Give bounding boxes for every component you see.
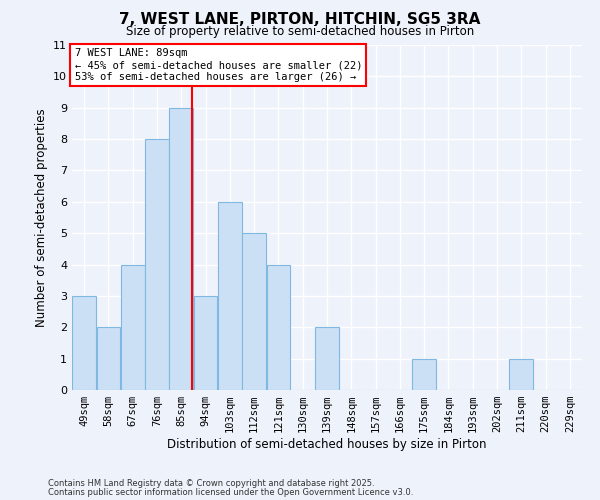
Bar (169, 108, 193, 390)
Bar (242, 233, 266, 390)
X-axis label: Distribution of semi-detached houses by size in Pirton: Distribution of semi-detached houses by … (167, 438, 487, 451)
Text: 7, WEST LANE, PIRTON, HITCHIN, SG5 3RA: 7, WEST LANE, PIRTON, HITCHIN, SG5 3RA (119, 12, 481, 28)
Bar (412, 358, 436, 390)
Bar (218, 202, 242, 390)
Text: Size of property relative to semi-detached houses in Pirton: Size of property relative to semi-detach… (126, 25, 474, 38)
Bar (145, 139, 169, 390)
Bar (97, 328, 121, 390)
Bar (315, 328, 339, 390)
Bar (72, 296, 96, 390)
Text: Contains HM Land Registry data © Crown copyright and database right 2025.: Contains HM Land Registry data © Crown c… (48, 479, 374, 488)
Bar (121, 264, 145, 390)
Bar (266, 264, 290, 390)
Bar (194, 296, 217, 390)
Text: Contains public sector information licensed under the Open Government Licence v3: Contains public sector information licen… (48, 488, 413, 497)
Y-axis label: Number of semi-detached properties: Number of semi-detached properties (35, 108, 47, 327)
Text: 7 WEST LANE: 89sqm
← 45% of semi-detached houses are smaller (22)
53% of semi-de: 7 WEST LANE: 89sqm ← 45% of semi-detache… (74, 48, 362, 82)
Bar (509, 358, 533, 390)
